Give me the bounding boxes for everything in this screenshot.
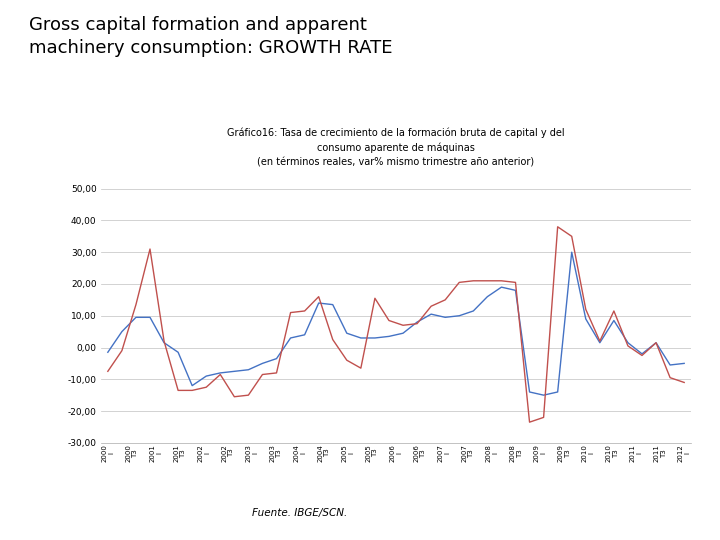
- Inversión total: [328, 301, 337, 308]
- Máquinas: [104, 368, 112, 375]
- Inversión total: [188, 382, 197, 389]
- Inversión total: [582, 316, 590, 322]
- Inversión total: [539, 392, 548, 399]
- Máquinas: [300, 308, 309, 314]
- Máquinas: [483, 278, 492, 284]
- Máquinas: [680, 379, 688, 386]
- Inversión total: [384, 333, 393, 340]
- Máquinas: [567, 233, 576, 240]
- Title: Gráfico16: Tasa de crecimiento de la formación bruta de capital y del
consumo ap: Gráfico16: Tasa de crecimiento de la for…: [228, 128, 564, 168]
- Inversión total: [441, 314, 449, 321]
- Inversión total: [371, 335, 379, 341]
- Inversión total: [638, 350, 647, 357]
- Máquinas: [174, 387, 182, 394]
- Máquinas: [371, 295, 379, 301]
- Máquinas: [624, 343, 632, 349]
- Line: Máquinas: Máquinas: [108, 227, 684, 422]
- Inversión total: [343, 330, 351, 336]
- Inversión total: [652, 340, 660, 346]
- Inversión total: [216, 370, 225, 376]
- Máquinas: [145, 246, 154, 252]
- Máquinas: [539, 414, 548, 421]
- Máquinas: [202, 384, 210, 390]
- Máquinas: [652, 340, 660, 346]
- Inversión total: [554, 389, 562, 395]
- Máquinas: [230, 394, 238, 400]
- Inversión total: [610, 318, 618, 324]
- Máquinas: [384, 318, 393, 324]
- Inversión total: [145, 314, 154, 321]
- Inversión total: [132, 314, 140, 321]
- Inversión total: [399, 330, 408, 336]
- Máquinas: [497, 278, 505, 284]
- Text: Gross capital formation and apparent
machinery consumption: GROWTH RATE: Gross capital formation and apparent mac…: [29, 16, 392, 57]
- Inversión total: [567, 249, 576, 255]
- Line: Inversión total: Inversión total: [108, 252, 684, 395]
- Máquinas: [455, 279, 464, 286]
- Máquinas: [188, 387, 197, 394]
- Inversión total: [104, 349, 112, 355]
- Máquinas: [525, 419, 534, 426]
- Inversión total: [258, 360, 267, 367]
- Inversión total: [511, 287, 520, 294]
- Inversión total: [413, 319, 421, 325]
- Text: Fuente. IBGE/SCN.: Fuente. IBGE/SCN.: [252, 508, 347, 518]
- Inversión total: [202, 373, 210, 379]
- Inversión total: [497, 284, 505, 291]
- Inversión total: [117, 328, 126, 335]
- Inversión total: [595, 340, 604, 346]
- Inversión total: [455, 313, 464, 319]
- Inversión total: [230, 368, 238, 375]
- Inversión total: [666, 362, 675, 368]
- Máquinas: [244, 392, 253, 399]
- Máquinas: [427, 303, 436, 309]
- Máquinas: [160, 338, 168, 345]
- Inversión total: [160, 340, 168, 346]
- Máquinas: [328, 336, 337, 343]
- Máquinas: [610, 308, 618, 314]
- Inversión total: [469, 308, 477, 314]
- Inversión total: [427, 311, 436, 318]
- Máquinas: [582, 306, 590, 313]
- Máquinas: [315, 293, 323, 300]
- Máquinas: [595, 338, 604, 345]
- Inversión total: [300, 332, 309, 338]
- Inversión total: [174, 349, 182, 355]
- Inversión total: [272, 355, 281, 362]
- Inversión total: [356, 335, 365, 341]
- Máquinas: [117, 347, 126, 354]
- Máquinas: [441, 296, 449, 303]
- Máquinas: [554, 224, 562, 230]
- Inversión total: [624, 340, 632, 346]
- Máquinas: [287, 309, 295, 316]
- Inversión total: [525, 389, 534, 395]
- Máquinas: [216, 372, 225, 378]
- Máquinas: [272, 370, 281, 376]
- Inversión total: [244, 367, 253, 373]
- Máquinas: [666, 374, 675, 381]
- Máquinas: [258, 372, 267, 378]
- Inversión total: [287, 335, 295, 341]
- Máquinas: [343, 357, 351, 363]
- Máquinas: [638, 352, 647, 359]
- Inversión total: [483, 293, 492, 300]
- Inversión total: [680, 360, 688, 367]
- Inversión total: [315, 300, 323, 306]
- Máquinas: [399, 322, 408, 328]
- Máquinas: [511, 279, 520, 286]
- Máquinas: [132, 301, 140, 308]
- Máquinas: [469, 278, 477, 284]
- Máquinas: [356, 365, 365, 372]
- Máquinas: [413, 320, 421, 327]
